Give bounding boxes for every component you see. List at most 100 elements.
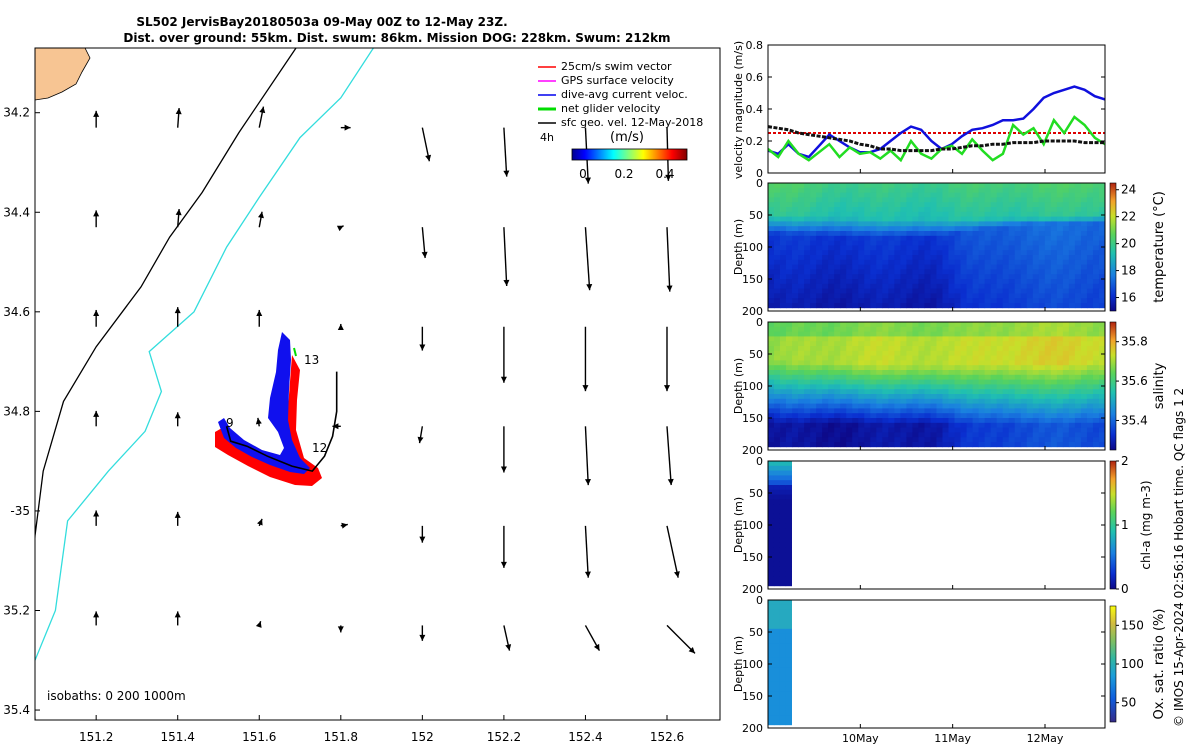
section-cell xyxy=(768,259,775,265)
section-cell xyxy=(1020,389,1028,395)
section-cell xyxy=(1038,346,1046,352)
section-cell xyxy=(960,183,967,189)
section-cell xyxy=(912,216,919,222)
section-cell xyxy=(1068,326,1076,332)
section-cell xyxy=(816,211,823,217)
section-cell xyxy=(864,432,871,438)
oxygen-colorbar xyxy=(1109,605,1117,723)
section-cell xyxy=(984,413,992,419)
section-cell xyxy=(924,422,931,428)
section-cell xyxy=(773,528,781,534)
section-cell xyxy=(984,235,992,241)
section-cell xyxy=(1056,235,1064,241)
section-cell xyxy=(774,298,781,304)
section-cell xyxy=(966,336,974,342)
section-cell xyxy=(834,259,841,265)
section-cell xyxy=(1014,398,1022,404)
section-cell xyxy=(810,259,817,265)
section-cell xyxy=(1092,370,1100,376)
section-cell xyxy=(822,298,829,304)
section-cell xyxy=(1008,226,1016,232)
section-cell xyxy=(996,255,1004,261)
section-cell xyxy=(1068,370,1076,376)
section-cell xyxy=(1008,422,1016,428)
section-cell xyxy=(894,235,901,241)
section-cell xyxy=(834,183,841,189)
section-cell xyxy=(1050,398,1058,404)
section-cell xyxy=(942,432,949,438)
section-cell xyxy=(930,207,937,213)
section-cell xyxy=(785,499,792,505)
section-cell xyxy=(774,211,781,217)
section-cell xyxy=(798,398,805,404)
section-cell xyxy=(810,274,817,280)
section-cell xyxy=(936,374,943,380)
section-cell xyxy=(870,279,877,285)
section-cell xyxy=(930,413,937,419)
section-cell xyxy=(1038,235,1046,241)
depth-tick-label: 100 xyxy=(742,241,763,254)
section-cell xyxy=(846,202,853,208)
section-cell xyxy=(774,422,781,428)
section-cell xyxy=(1038,250,1046,256)
section-cell xyxy=(864,418,871,424)
section-cell xyxy=(768,197,775,203)
section-cell xyxy=(1092,437,1100,443)
section-cell xyxy=(912,192,919,198)
section-cell xyxy=(773,566,781,572)
section-cell xyxy=(792,187,799,193)
section-cell xyxy=(779,681,787,687)
section-cell xyxy=(1056,355,1064,361)
section-cell xyxy=(1068,394,1076,400)
section-cell xyxy=(816,264,823,270)
section-cell xyxy=(1050,350,1058,356)
section-cell xyxy=(773,600,781,606)
section-cell xyxy=(779,557,787,563)
section-cell xyxy=(960,389,967,395)
section-cell xyxy=(900,216,907,222)
section-cell xyxy=(906,408,913,414)
time-tick-label: 12May xyxy=(1027,732,1064,745)
section-cell xyxy=(822,370,829,376)
section-cell xyxy=(864,384,871,390)
section-cell xyxy=(960,235,967,241)
section-cell xyxy=(773,581,781,587)
section-cell xyxy=(864,408,871,414)
section-cell xyxy=(780,231,787,237)
section-cell xyxy=(1014,245,1022,251)
day-label-12: 12 xyxy=(312,441,327,455)
section-cell xyxy=(1092,259,1100,265)
section-cell xyxy=(984,298,992,304)
section-cell xyxy=(936,187,943,193)
section-cell xyxy=(828,422,835,428)
section-cell xyxy=(972,336,980,342)
section-cell xyxy=(779,547,787,553)
section-cell xyxy=(840,207,847,213)
section-cell xyxy=(1068,389,1076,395)
section-cell xyxy=(1008,389,1016,395)
section-cell xyxy=(780,374,787,380)
section-cell xyxy=(972,427,980,433)
section-cell xyxy=(942,389,949,395)
section-cell xyxy=(894,408,901,414)
section-cell xyxy=(1044,326,1052,332)
section-cell xyxy=(1062,427,1070,433)
section-cell xyxy=(1038,379,1046,385)
section-cell xyxy=(810,341,817,347)
section-cell xyxy=(858,413,865,419)
section-cell xyxy=(918,418,925,424)
section-cell xyxy=(1032,235,1040,241)
section-cell xyxy=(822,264,829,270)
section-cell xyxy=(792,283,799,289)
section-cell xyxy=(810,264,817,270)
section-cell xyxy=(918,355,925,361)
section-cell xyxy=(768,207,775,213)
section-cell xyxy=(954,355,961,361)
section-cell xyxy=(906,202,913,208)
section-cell xyxy=(984,245,992,251)
section-cell xyxy=(888,341,895,347)
section-cell xyxy=(876,283,883,289)
section-cell xyxy=(840,341,847,347)
